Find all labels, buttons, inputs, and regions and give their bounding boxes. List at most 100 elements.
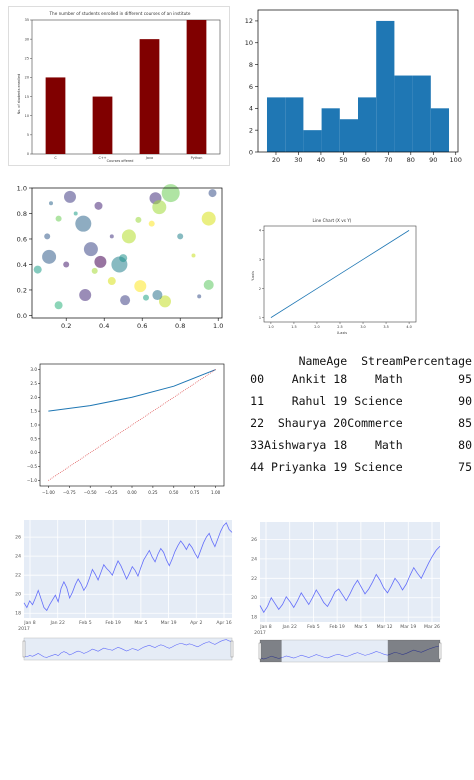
range-slider-mask-right [388,640,440,662]
x-tick-label: Feb 5 [307,624,320,630]
x-tick-label: Feb 5 [79,620,92,626]
bar-y-tick-label: 15 [25,95,29,99]
line-x-tick-label: 4.0 [406,325,411,329]
histogram-bar [394,76,412,152]
bar-y-tick-label: 0 [27,152,29,156]
x-tick-label: Mar 5 [134,620,147,626]
scatter-point [152,290,162,300]
table-cell: 20 [326,412,347,434]
scatter-point [209,189,217,197]
table-cell: Science [347,390,403,412]
line-chart: Line Chart (X vs Y) X-axis Y-axis 12341.… [240,214,424,336]
histogram-x-tick-label: 70 [384,156,392,164]
y-tick-label: 18 [15,611,21,617]
histogram-chart: 02468101220 30 40 50 60 70 80 90 100 [236,4,468,172]
table-cell: 0 [257,368,264,390]
x-tick-label: Apr 16 [216,620,231,626]
scatter-point [79,289,91,301]
x-tick-label: Feb 19 [329,624,345,630]
curve-y-tick-label: −1.0 [27,478,38,483]
scatter-point [44,233,50,239]
scatter-point [134,280,146,292]
histogram-x-tick-label: 30 [294,156,302,164]
table-cell: 19 [326,456,347,478]
line-x-tick-label: 1.0 [268,325,273,329]
bar-chart-xlabel: Courses offered [107,159,134,163]
table-cell: 2 [257,412,264,434]
curve-y-tick-label: 0.5 [30,436,37,441]
x-tick-label: Mar 26 [424,624,440,630]
curve-y-tick-label: 2.0 [30,395,37,400]
table-cell: 1 [257,390,264,412]
histogram-y-tick-label: 0 [249,148,253,156]
scatter-point [149,221,155,227]
scatter-point [55,301,63,309]
histogram-y-tick-label: 12 [245,17,253,25]
timeseries-left-panel: 18 20 22 24 26 Jan 8 Jan 22 Feb 5 Feb 19 Mar 5 Mar… [6,508,238,666]
range-slider-mask-left [260,640,282,662]
table-cell: 90 [403,390,472,412]
histogram-x-tick-label: 40 [317,156,325,164]
x-year-label: 2017 [254,630,266,636]
table-header: Name [264,354,326,368]
table-cell: 3 [250,434,257,456]
histogram-x-tick-label: 100 [450,156,462,164]
scatter-point [75,216,91,232]
y-tick-label: 22 [251,576,257,582]
x-year-label: 2017 [18,626,30,632]
curve-y-tick-label: 0.0 [30,450,37,455]
scatter-x-tick-label: 0.6 [137,322,147,330]
range-slider-handle-left [23,641,25,657]
scatter-y-tick-label: 0.8 [17,210,27,218]
x-tick-label: Mar 12 [377,624,393,630]
histogram-bar [267,97,285,152]
scatter-point [74,211,78,215]
curve-y-tick-label: 1.0 [30,423,37,428]
x-tick-label: Jan 8 [23,620,36,626]
bar-y-tick-label: 30 [25,37,29,41]
table-header: Stream [347,354,403,368]
histogram-bar [322,108,340,152]
table-cell: 85 [403,412,472,434]
bar [140,39,160,154]
scatter-x-tick-label: 0.4 [99,322,109,330]
histogram-y-tick-label: 10 [245,39,253,47]
table-cell: Math [347,368,403,390]
curve-x-tick-label: 0.75 [190,490,200,495]
scatter-point [162,184,180,202]
scatter-chart: 0.00.20.40.60.81.00.2 0.4 0.6 0.8 1.0 [8,182,230,334]
curve-x-tick-label: −0.25 [105,490,118,495]
histogram-panel: 0 2 4 6 8 10 12 20 30 40 50 60 70 80 90 100 [236,4,468,172]
bar-y-tick-label: 5 [27,133,29,137]
timeseries-right-chart: 18 20 22 24 26 Jan 8 Jan 22 Feb 5 Feb 19 Mar 5 Mar… [246,512,446,666]
histogram-x-tick-label: 50 [339,156,347,164]
curve-y-tick-label: −0.5 [27,464,38,469]
scatter-point [110,234,114,238]
histogram-bar [340,119,358,152]
bar [93,97,113,154]
scatter-point [135,217,141,223]
curve-x-tick-label: 0.50 [169,490,179,495]
curve-y-tick-label: 2.5 [30,381,37,386]
table-cell: Science [347,456,403,478]
histogram-y-tick-label: 4 [249,105,253,113]
scatter-point [122,229,136,243]
table-cell: Priyanka [264,456,326,478]
table-cell: 19 [326,390,347,412]
table-row: 2 2 Shaurya 20 Commerce 85 [250,412,472,434]
scatter-point [56,216,62,222]
range-slider-handle-left [259,643,261,659]
bar-y-tick-label: 20 [25,76,29,80]
y-tick-label: 22 [15,573,21,579]
scatter-point [94,256,106,268]
table-cell: Ankit [264,368,326,390]
bar-x-tick-label: Python [191,156,203,160]
scatter-point [204,280,214,290]
table-header [257,354,264,368]
table-cell: 4 [257,456,264,478]
line-x-tick-label: 1.5 [291,325,296,329]
x-tick-label: Jan 22 [282,624,297,630]
y-tick-label: 20 [15,592,21,598]
line-chart-ylabel: Y-axis [251,271,255,281]
bar-chart-title: The number of students enrolled in diffe… [48,11,190,16]
